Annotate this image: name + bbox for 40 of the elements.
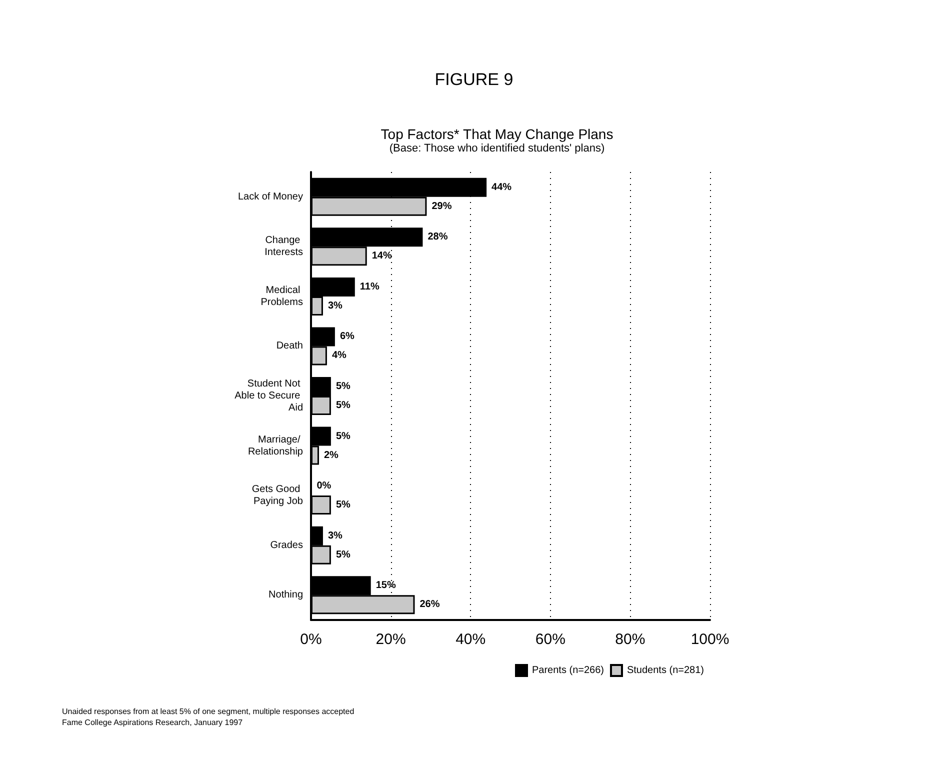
x-tick-label: 40% <box>456 631 486 648</box>
data-label: 15% <box>376 580 396 592</box>
x-tick-label: 0% <box>300 631 322 648</box>
y-tick-label: Lack of Money <box>238 191 303 202</box>
y-tick-label: Grades <box>270 540 303 551</box>
legend-label: Students (n=281) <box>626 665 704 676</box>
data-label: 5% <box>336 400 351 411</box>
data-label: 44% <box>492 182 512 193</box>
text: Unaided responses from at least 5% of one segment, multiple responses accepted <box>62 706 354 717</box>
y-tick-label: Medical Problems <box>260 284 303 308</box>
data-label: 2% <box>324 450 339 461</box>
data-label: 4% <box>332 350 347 362</box>
x-tick-label: 60% <box>535 631 566 648</box>
chart-title: Top Factors* That May Change Plans <box>380 126 614 142</box>
data-label: 28% <box>428 232 448 243</box>
data-label: 3% <box>328 530 343 542</box>
caption: FIGURE 9 <box>434 70 514 90</box>
y-tick-label: Change Interests <box>264 235 303 258</box>
data-label: 3% <box>328 300 343 312</box>
data-label: 5% <box>336 549 351 560</box>
data-label: 11% <box>360 281 380 292</box>
y-tick-label: Death <box>276 340 303 352</box>
y-tick-label: Gets Good Paying Job <box>252 484 304 508</box>
chart-subtitle: (Base: Those who identified students' plans) <box>389 142 605 154</box>
y-tick-label: Nothing <box>268 590 303 601</box>
data-label: 29% <box>432 200 452 212</box>
data-label: 14% <box>372 250 392 262</box>
data-label: 5% <box>336 381 351 392</box>
y-tick-label: Marriage/ Relationship <box>248 434 304 458</box>
data-label: 5% <box>336 430 351 442</box>
data-label: 5% <box>336 500 351 511</box>
legend-label: Parents (n=266) <box>532 665 604 676</box>
x-tick-label: 80% <box>615 631 646 648</box>
data-label: 26% <box>420 599 440 610</box>
x-tick-label: 20% <box>376 631 406 648</box>
data-label: 6% <box>340 331 354 342</box>
y-tick-label: Student Not Able to Secure Aid <box>234 378 303 414</box>
text: Fame College Aspirations Research, January 1997 <box>62 717 244 728</box>
data-label: 0% <box>316 480 332 492</box>
x-tick-label: 100% <box>690 631 730 648</box>
